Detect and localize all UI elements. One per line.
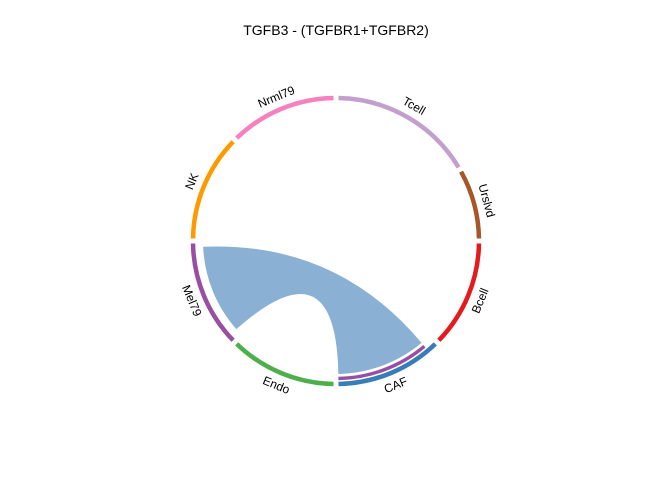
sector-endo [235, 342, 334, 387]
sectors-layer [190, 95, 482, 387]
sector-label-caf: CAF [382, 374, 410, 396]
sector-label-urslvd: Urslvd [476, 182, 498, 218]
links-layer [203, 246, 422, 374]
sector-urslvd [459, 170, 482, 239]
inner-tracks-layer [338, 344, 426, 381]
sector-bcell [437, 243, 482, 342]
sector-caf [338, 342, 437, 387]
sector-label-nk: NK [182, 171, 201, 192]
sector-tcell [338, 95, 461, 169]
link-mel79-to-caf [203, 246, 422, 374]
sector-mel79 [190, 243, 235, 342]
sector-nk [190, 140, 235, 239]
chart-title: TGFB3 - (TGFBR1+TGFBR2) [243, 22, 429, 38]
sector-nrml79 [235, 95, 334, 140]
inner-track-caf [338, 344, 426, 381]
